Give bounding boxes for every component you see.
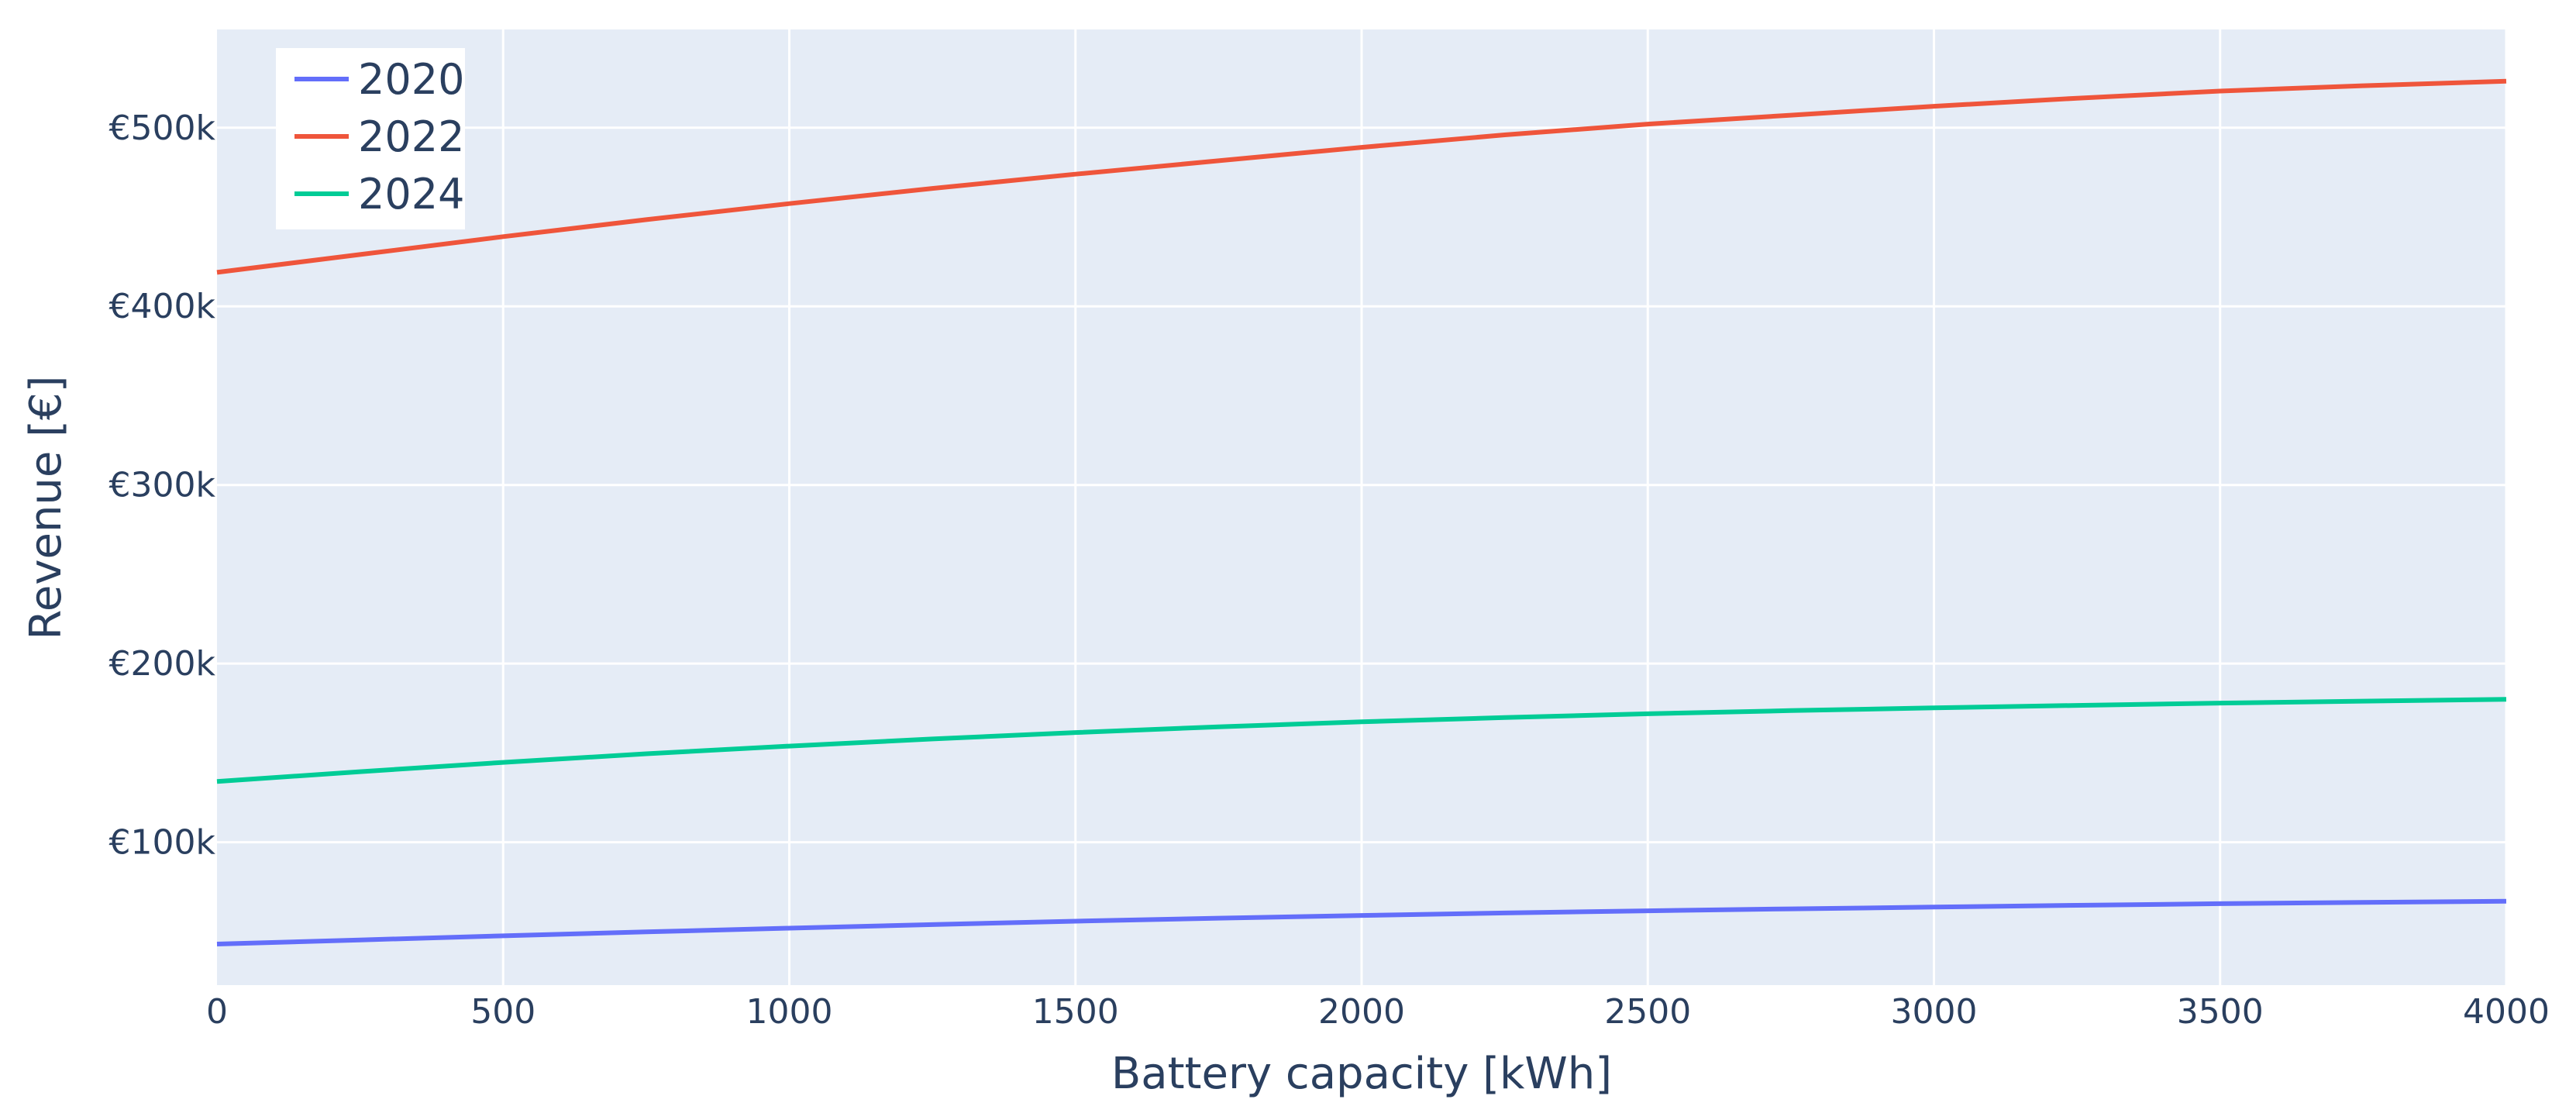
x-tick-label: 0	[206, 992, 228, 1032]
y-tick-label: €200k	[109, 644, 216, 684]
x-axis-title: Battery capacity [kWh]	[1111, 1049, 1612, 1099]
x-tick-label: 3000	[1891, 992, 1978, 1032]
grid-lines	[217, 29, 2508, 985]
legend-item-2022[interactable]: 2022	[358, 112, 464, 161]
series-line-2024	[216, 697, 2507, 784]
x-tick-label: 500	[470, 992, 536, 1032]
y-tick-label: €300k	[109, 466, 216, 505]
y-axis-title: Revenue [€]	[21, 375, 71, 639]
y-tick-label: €400k	[109, 287, 216, 326]
x-tick-label: 1500	[1032, 992, 1119, 1032]
x-tick-label: 2500	[1604, 992, 1691, 1032]
x-tick-label: 4000	[2463, 992, 2550, 1032]
legend[interactable]: 2020 2022 2024	[276, 48, 465, 229]
series-lines	[216, 78, 2507, 946]
x-tick-label: 3500	[2177, 992, 2264, 1032]
x-tick-label: 1000	[746, 992, 833, 1032]
legend-item-2024[interactable]: 2024	[358, 170, 464, 219]
series-line-2020	[216, 898, 2507, 946]
y-tick-label: €100k	[109, 823, 216, 863]
series-line-2022	[216, 78, 2507, 275]
legend-item-2020[interactable]: 2020	[358, 55, 464, 104]
y-tick-label: €500k	[109, 109, 216, 148]
y-tick-labels: €100k €200k €300k €400k €500k	[109, 109, 216, 863]
x-tick-label: 2000	[1318, 992, 1405, 1032]
x-tick-labels: 0 500 1000 1500 2000 2500 3000 3500 4000	[206, 992, 2550, 1032]
